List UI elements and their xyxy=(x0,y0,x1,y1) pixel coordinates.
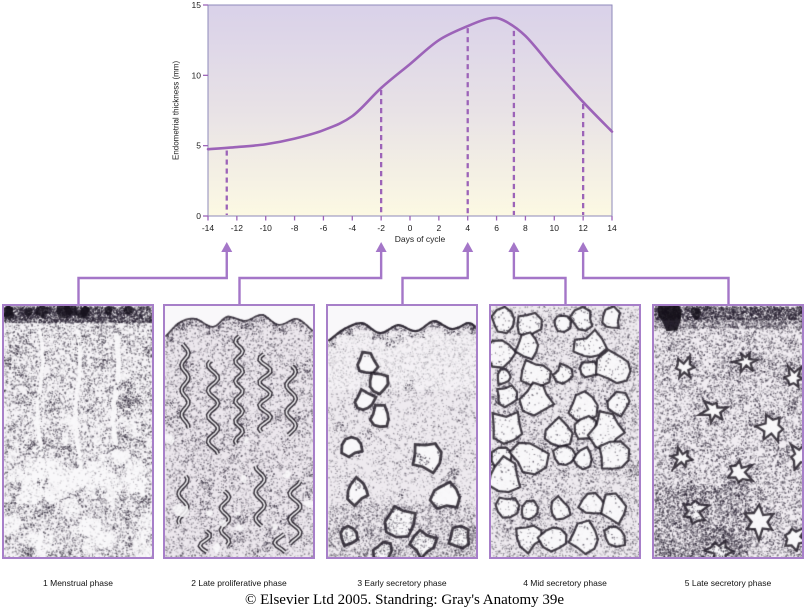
panel-caption: 2 Late proliferative phase xyxy=(191,578,287,588)
x-tick-label: 0 xyxy=(408,223,413,233)
histology-panel-late-proliferative: 2 Late proliferative phase xyxy=(163,304,315,588)
x-tick-label: -4 xyxy=(349,223,357,233)
x-tick-label: 12 xyxy=(578,223,588,233)
x-tick-label: -6 xyxy=(320,223,328,233)
micrograph-late-proliferative xyxy=(165,306,313,557)
y-tick-label: 5 xyxy=(196,141,201,151)
connector-line-4 xyxy=(512,251,567,304)
x-tick-label: 8 xyxy=(523,223,528,233)
copyright-line: © Elsevier Ltd 2005. Standring: Gray's A… xyxy=(244,592,565,608)
connector-arrowhead-5 xyxy=(577,242,589,252)
x-tick-label: 4 xyxy=(465,223,470,233)
y-axis-label: Endometrial thickness (mm) xyxy=(171,60,181,161)
plot-area xyxy=(207,4,613,217)
panel-caption: 3 Early secretory phase xyxy=(357,578,447,588)
y-tick-label: 10 xyxy=(192,70,202,80)
endometrial-thickness-chart: 0 5 10 15 -14 -12 -10 -8 -6 -4 -2 0 2 4 6 8 10 12 14 xyxy=(77,0,730,304)
connector-arrowhead-1 xyxy=(221,242,233,252)
histology-panel-late-secretory: 5 Late secretory phase xyxy=(652,304,804,588)
x-tick-label: 14 xyxy=(607,223,617,233)
x-tick-label: 6 xyxy=(494,223,499,233)
panel-caption: 1 Menstrual phase xyxy=(43,578,113,588)
x-tick-label: -10 xyxy=(260,223,273,233)
panel-caption: 4 Mid secretory phase xyxy=(523,578,607,588)
histology-panel-menstrual: 1 Menstrual phase xyxy=(2,304,154,588)
micrograph-early-secretory xyxy=(328,306,476,557)
y-tick-label: 15 xyxy=(192,0,202,10)
histology-panel-early-secretory: 3 Early secretory phase xyxy=(326,304,478,588)
x-axis-label: Days of cycle xyxy=(394,234,446,244)
histology-panel-mid-secretory: 4 Mid secretory phase xyxy=(489,304,641,588)
thickness-curve xyxy=(206,16,614,151)
micrograph-mid-secretory xyxy=(491,306,639,557)
connector-line-5 xyxy=(581,251,730,304)
micrograph-menstrual xyxy=(4,306,152,557)
connector-arrowhead-2 xyxy=(375,242,387,252)
y-tick-label: 0 xyxy=(196,211,201,221)
x-tick-label: -8 xyxy=(291,223,299,233)
x-tick-label: -12 xyxy=(231,223,244,233)
connector-line-3 xyxy=(401,251,469,304)
x-tick-label: -14 xyxy=(202,223,215,233)
panel-caption: 5 Late secretory phase xyxy=(684,578,772,588)
x-tick-label: 10 xyxy=(550,223,560,233)
micrograph-late-secretory xyxy=(654,306,802,557)
x-tick-label: 2 xyxy=(436,223,441,233)
connector-line-1 xyxy=(77,251,228,304)
connector-arrowhead-3 xyxy=(462,242,474,252)
x-tick-label: -2 xyxy=(377,223,385,233)
connector-arrowhead-4 xyxy=(508,242,520,252)
connector-line-2 xyxy=(238,251,383,304)
